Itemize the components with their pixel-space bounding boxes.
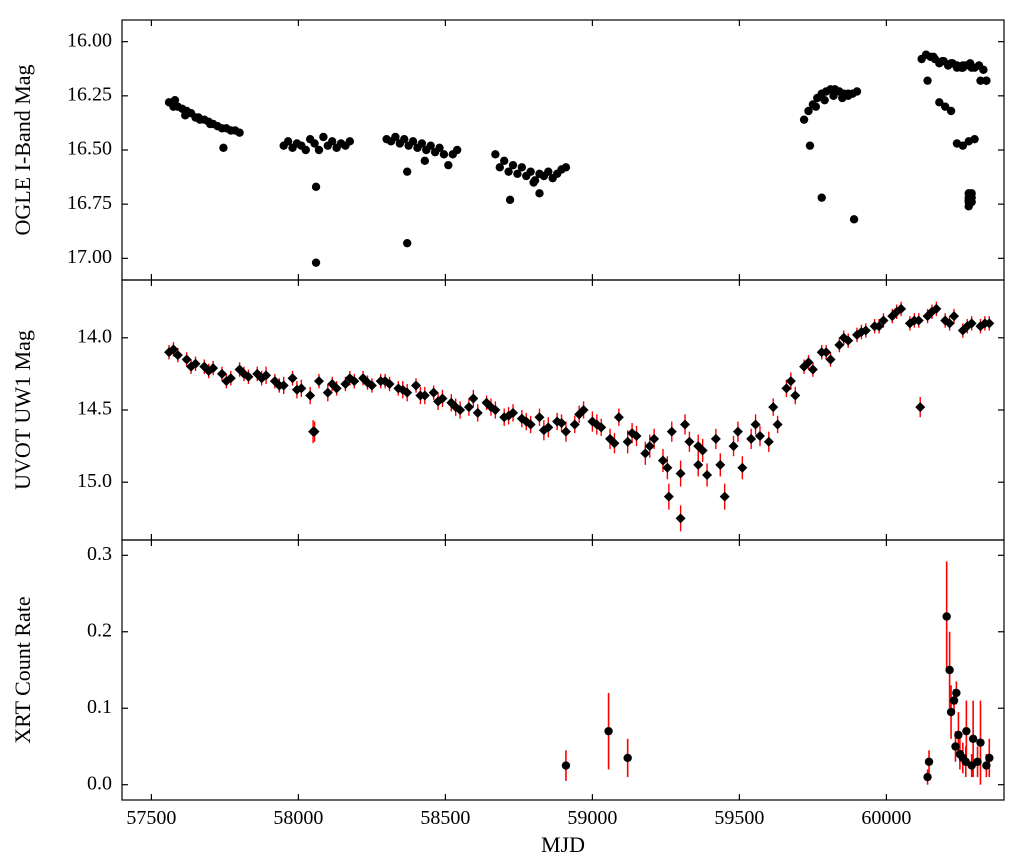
- xrt-ytick-label: 0.0: [87, 772, 112, 794]
- uvot-markers: [164, 304, 994, 523]
- ogle-ytick-label: 16.00: [67, 29, 112, 51]
- xtick-label: 58000: [273, 807, 323, 829]
- panel-xrt: 0.0 0.1 0.2 0.3 XRT Count Rate 57500 58000 5850…: [10, 540, 1004, 829]
- xtick-label: 57500: [126, 807, 176, 829]
- xrt-ylabel: XRT Count Rate: [10, 596, 35, 743]
- uvot-ytick-label: 14.5: [77, 398, 112, 420]
- ogle-ytick-label: 16.50: [67, 138, 112, 160]
- figure: 16.00 16.25 16.50 16.75 17.00 OGLE I-Band Mag…: [0, 0, 1024, 863]
- xrt-errorbars: [566, 561, 989, 784]
- uvot-ytick-label: 14.0: [77, 325, 112, 347]
- panel-uvot: 14.0 14.5 15.0 UVOT UW1 Mag: [10, 280, 1004, 540]
- xtick-label: 59500: [714, 807, 764, 829]
- xrt-ytick-label: 0.1: [87, 696, 112, 718]
- xtick-label: 59000: [567, 807, 617, 829]
- panel-ogle: 16.00 16.25 16.50 16.75 17.00 OGLE I-Band Mag: [10, 20, 1004, 289]
- uvot-ylabel: UVOT UW1 Mag: [10, 330, 35, 490]
- ogle-markers: [165, 50, 991, 288]
- ogle-ylabel: OGLE I-Band Mag: [10, 64, 35, 235]
- xtick-label: 58500: [420, 807, 470, 829]
- ogle-ytick-label: 17.00: [67, 246, 112, 268]
- ogle-ytick-label: 16.75: [67, 192, 112, 214]
- svg-root: 16.00 16.25 16.50 16.75 17.00 OGLE I-Band Mag…: [0, 0, 1024, 863]
- xaxis-label: MJD: [541, 832, 585, 857]
- uvot-ytick-label: 15.0: [77, 470, 112, 492]
- xrt-ytick-label: 0.3: [87, 543, 112, 565]
- xtick-label: 60000: [861, 807, 911, 829]
- ogle-ytick-label: 16.25: [67, 83, 112, 105]
- xrt-ytick-label: 0.2: [87, 619, 112, 641]
